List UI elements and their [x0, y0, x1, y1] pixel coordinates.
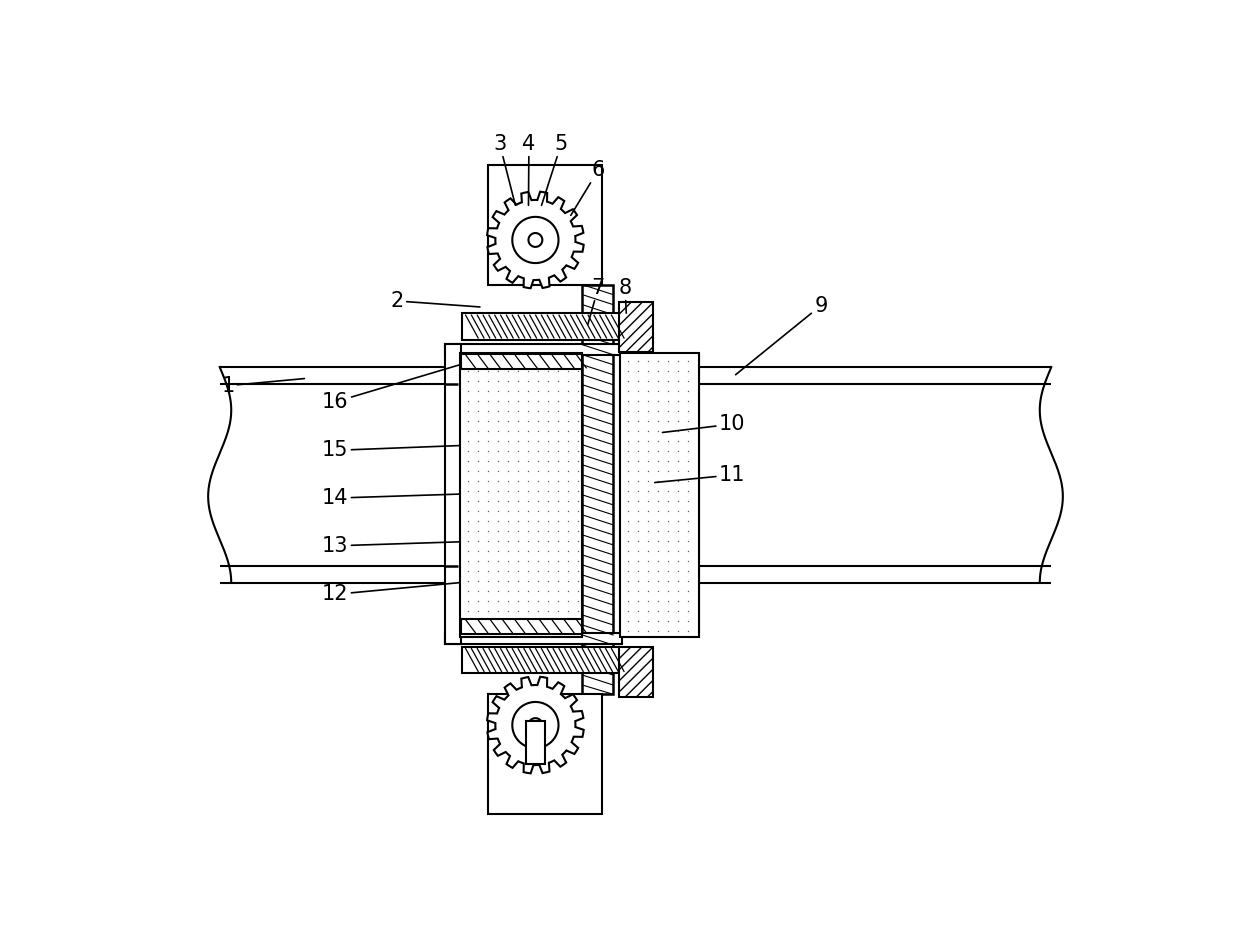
Text: 5: 5 — [542, 134, 568, 205]
Text: 11: 11 — [655, 465, 745, 485]
Polygon shape — [528, 718, 542, 732]
Bar — [444, 633, 621, 645]
Polygon shape — [512, 702, 558, 748]
Text: 13: 13 — [322, 535, 460, 556]
Text: 6: 6 — [570, 160, 605, 215]
Bar — [444, 343, 461, 645]
Text: 4: 4 — [522, 134, 536, 205]
Polygon shape — [512, 216, 558, 263]
Bar — [487, 166, 601, 284]
Text: 7: 7 — [588, 278, 605, 325]
Bar — [619, 302, 653, 352]
Text: 14: 14 — [322, 488, 460, 508]
Bar — [620, 353, 699, 636]
Text: 9: 9 — [735, 295, 827, 375]
Bar — [487, 694, 601, 814]
Bar — [583, 284, 613, 694]
Bar — [444, 343, 621, 355]
Text: 1: 1 — [221, 375, 304, 395]
Text: 8: 8 — [619, 278, 631, 313]
Text: 15: 15 — [322, 440, 460, 460]
Polygon shape — [487, 677, 584, 774]
Polygon shape — [487, 192, 584, 288]
Text: 10: 10 — [662, 414, 745, 434]
Text: 2: 2 — [391, 291, 480, 311]
Bar — [526, 721, 544, 763]
Bar — [463, 646, 620, 674]
Bar — [460, 353, 582, 636]
Bar — [461, 354, 582, 369]
Bar — [461, 619, 582, 634]
Bar — [619, 646, 653, 696]
Text: 16: 16 — [322, 365, 460, 412]
Text: 3: 3 — [494, 134, 516, 205]
Polygon shape — [528, 233, 542, 247]
Text: 12: 12 — [322, 582, 460, 604]
Bar — [463, 313, 620, 340]
